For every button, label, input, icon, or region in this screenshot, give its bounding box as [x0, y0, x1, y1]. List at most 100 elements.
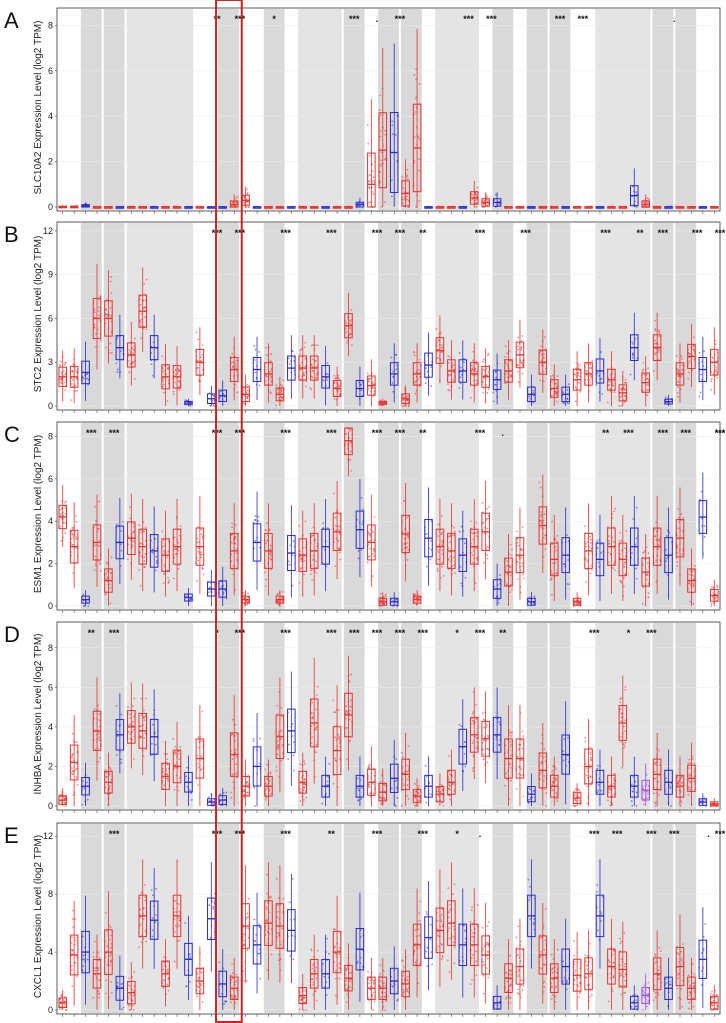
significance-label: .: [673, 14, 676, 24]
data-point: [609, 387, 612, 390]
shaded-band: [435, 9, 479, 210]
data-point: [99, 570, 102, 572]
data-point: [635, 577, 638, 580]
data-point: [71, 753, 74, 756]
shaded-band: [218, 9, 239, 210]
data-point: [349, 320, 352, 323]
data-point: [231, 352, 234, 355]
data-point: [714, 339, 717, 342]
data-point: [698, 395, 701, 398]
data-point: [104, 592, 107, 595]
data-point: [333, 398, 336, 401]
significance-label: ***: [86, 428, 97, 438]
data-point: [437, 339, 440, 342]
box-group-42: [526, 205, 536, 209]
data-point: [263, 571, 266, 574]
data-point: [60, 360, 62, 363]
data-point: [173, 536, 176, 538]
data-point: [483, 199, 486, 202]
data-point: [440, 514, 443, 517]
data-point: [497, 598, 500, 601]
data-point: [540, 521, 543, 524]
data-point: [236, 391, 239, 394]
data-point: [371, 553, 374, 556]
box-group-5: [103, 205, 113, 209]
box-group-8: [138, 205, 148, 209]
data-point: [549, 375, 552, 377]
data-point: [120, 762, 123, 764]
data-point: [452, 556, 455, 559]
significance-label: ***: [395, 228, 406, 238]
significance-label: ***: [326, 228, 337, 238]
data-point: [632, 517, 635, 520]
data-point: [177, 789, 180, 792]
data-point: [189, 598, 192, 600]
data-point: [140, 324, 142, 327]
data-point: [99, 756, 102, 759]
data-point: [413, 136, 416, 139]
data-point: [682, 517, 685, 519]
y-tick-label: 4: [48, 722, 53, 732]
data-point: [128, 733, 131, 736]
data-point: [166, 400, 169, 402]
data-point: [379, 602, 382, 605]
y-tick-label: 4: [48, 516, 53, 526]
data-point: [357, 550, 360, 552]
data-point: [620, 389, 623, 392]
data-point: [414, 392, 417, 395]
significance-label: **: [602, 428, 610, 438]
data-point: [197, 338, 200, 341]
data-point: [132, 540, 135, 543]
data-point: [200, 356, 202, 359]
data-point: [712, 591, 715, 594]
data-point: [413, 350, 415, 353]
data-point: [574, 386, 577, 389]
data-point: [309, 569, 312, 572]
data-point: [435, 328, 438, 330]
box-group-39: [492, 192, 502, 208]
data-point: [275, 404, 278, 407]
data-point: [173, 753, 176, 756]
data-point: [109, 307, 112, 309]
data-point: [234, 535, 237, 538]
data-point: [174, 750, 177, 753]
data-point: [109, 785, 111, 788]
data-point: [70, 383, 73, 385]
data-point: [646, 377, 648, 380]
data-point: [207, 591, 210, 594]
data-point: [495, 376, 497, 379]
data-point: [173, 788, 176, 791]
data-point: [63, 363, 66, 366]
significance-label: ***: [280, 428, 291, 438]
data-point: [163, 563, 166, 566]
data-point: [691, 570, 694, 573]
panel-label: B: [4, 222, 19, 247]
data-point: [139, 320, 142, 322]
data-point: [116, 730, 119, 733]
data-point: [677, 507, 680, 510]
data-point: [517, 336, 520, 339]
data-point: [339, 558, 342, 561]
data-point: [688, 360, 691, 362]
significance-label: ***: [520, 228, 531, 238]
shaded-band: [549, 423, 571, 609]
data-point: [367, 142, 370, 145]
significance-label: .: [376, 14, 379, 24]
data-point: [174, 745, 177, 748]
data-point: [418, 158, 420, 161]
data-point: [406, 195, 408, 198]
data-point: [351, 344, 353, 347]
data-point: [333, 492, 335, 495]
data-point: [511, 588, 513, 591]
data-point: [692, 344, 695, 347]
data-point: [337, 374, 340, 377]
data-point: [310, 388, 313, 391]
data-point: [97, 704, 100, 707]
data-point: [201, 344, 204, 347]
data-point: [492, 391, 495, 394]
data-point: [151, 742, 153, 745]
data-point: [132, 720, 134, 723]
data-point: [360, 389, 363, 392]
shaded-band: [126, 623, 194, 809]
